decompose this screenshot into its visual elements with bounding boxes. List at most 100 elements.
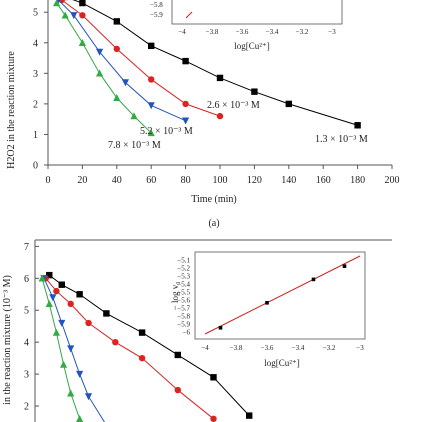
b-ytick-label: 2 <box>24 402 29 413</box>
a-data-point <box>113 45 121 53</box>
b-data-point <box>103 310 110 317</box>
inset-b-ylabel: − log v₀ <box>170 282 180 311</box>
a-ytick-label: 5 <box>33 8 38 19</box>
inset-b-xlabel: log[Cu²⁺] <box>264 358 299 368</box>
a-xtick-label: 20 <box>77 175 87 186</box>
a-xtick-label: 100 <box>213 175 228 186</box>
inset-a-ytick-2: −5.9 <box>150 11 163 19</box>
b-data-point <box>84 393 93 401</box>
inset-b-ytick-label: −5.6 <box>177 297 190 305</box>
a-xtick-label: 120 <box>247 175 262 186</box>
a-data-point <box>251 88 258 95</box>
b-data-point <box>246 412 253 419</box>
inset-b-ytick-label: −5.2 <box>177 265 190 273</box>
inset-b-data-point <box>311 277 316 282</box>
b-data-point <box>49 294 57 302</box>
a-xtick-label: 200 <box>385 175 400 186</box>
a-xtick-label: 60 <box>146 175 156 186</box>
panel-a-label: (a) <box>208 218 219 229</box>
b-ytick-label: 4 <box>24 338 29 349</box>
b-data-point <box>174 386 181 394</box>
b-data-point <box>112 338 119 346</box>
inset-b-data-point <box>218 325 223 330</box>
a-data-point <box>354 122 361 129</box>
inset-b-xtick-label: −3.6 <box>261 344 274 352</box>
label-1-3e-3-M: 1.3 × 10⁻³ M <box>315 134 368 145</box>
panel-a-inset: −5.8 −5.9 −4 −3.8 −3.6 −3.4 −3.2 −3 log[Cu²⁺] <box>150 0 343 51</box>
a-data-point <box>96 69 104 77</box>
inset-b-xtick-label: −3 <box>356 344 364 352</box>
inset-b-ytick-label: −5.9 <box>177 321 190 329</box>
b-data-point <box>210 415 217 422</box>
a-xtick-label: 80 <box>181 175 191 186</box>
a-data-point <box>78 38 86 46</box>
b-data-point <box>53 287 60 295</box>
inset-b-ytick-label: −5.8 <box>177 313 190 321</box>
b-data-point <box>67 389 75 397</box>
inset-b-ytick-label: −6 <box>183 329 191 337</box>
panel-b-inset: −5.1−5.2−5.3−5.4−5.5−5.6−5.7−5.8−5.9−6 −… <box>170 251 366 368</box>
panel-a-xlabel: Time (min) <box>191 194 236 205</box>
b-data-point <box>58 281 65 288</box>
label-2-6e-3-M: 2.6 × 10⁻³ M <box>207 100 260 111</box>
b-data-point <box>59 360 68 368</box>
b-data-point <box>76 415 84 422</box>
a-data-point <box>216 112 224 120</box>
a-ytick-label: 1 <box>33 130 38 141</box>
b-series-line-3 <box>41 278 81 419</box>
a-ytick-label: 4 <box>33 38 38 49</box>
inset-a-xtick-label: −3.2 <box>296 28 309 36</box>
b-data-point <box>52 328 61 336</box>
a-ytick-label: 3 <box>33 69 38 80</box>
inset-b-xtick-label: −3.4 <box>292 344 305 352</box>
b-ytick-label: 5 <box>24 306 29 317</box>
label-7-8e-3-M: 7.8 × 10⁻³ M <box>108 140 161 151</box>
inset-b-fit-line <box>204 255 361 335</box>
a-xtick-label: 140 <box>281 175 296 186</box>
b-ytick-label: 6 <box>24 274 29 285</box>
a-data-point <box>216 74 224 82</box>
a-data-point <box>61 11 69 19</box>
b-data-point <box>58 319 66 327</box>
inset-a-ytick-1: −5.8 <box>150 1 163 9</box>
inset-b-ytick-label: −5.5 <box>177 289 190 297</box>
a-data-point <box>113 93 121 101</box>
a-data-point <box>148 76 155 83</box>
b-data-point <box>76 291 83 298</box>
a-data-point <box>182 57 189 65</box>
inset-a-xlabel: log[Cu²⁺] <box>234 41 269 51</box>
b-data-point <box>76 370 84 378</box>
b-data-point <box>210 374 217 381</box>
panel-a: 0 20 40 60 80 100 120 140 160 180 200 0 1 2 3 4 5 H2O2 … <box>6 0 400 229</box>
label-5-2e-3-M: 5.2 × 10⁻³ M <box>140 126 193 137</box>
a-data-point <box>79 12 86 19</box>
a-data-point <box>79 0 86 7</box>
inset-b-ytick-label: −5.4 <box>177 281 190 289</box>
b-data-point <box>38 274 46 282</box>
a-data-point <box>53 0 61 7</box>
a-xtick-label: 40 <box>112 175 122 186</box>
a-xtick-label: 180 <box>350 175 365 186</box>
a-data-point <box>182 117 190 125</box>
inset-a-xtick-label: −3 <box>328 28 336 36</box>
b-data-point <box>46 271 53 279</box>
a-data-point <box>130 112 138 120</box>
inset-b-ytick-label: −5.3 <box>177 273 190 281</box>
a-data-point <box>147 129 155 137</box>
inset-b-ytick-label: −5.1 <box>177 257 190 265</box>
b-data-point <box>138 329 146 336</box>
a-data-point <box>182 100 189 108</box>
b-data-point <box>45 300 53 308</box>
inset-a-xtick-label: −3.6 <box>236 28 249 36</box>
b-data-point <box>67 300 74 308</box>
a-data-point <box>285 100 292 108</box>
inset-a-xtick-label: −3.8 <box>206 28 219 36</box>
inset-b-data-point <box>265 301 269 305</box>
b-data-point <box>174 351 181 359</box>
inset-b-xtick-label: −3.2 <box>323 344 336 352</box>
panel-b-ylabel: in the reaction mixture (10⁻³ M) <box>2 275 13 405</box>
b-ytick-label: 3 <box>24 370 29 381</box>
a-xtick-label: 160 <box>316 175 331 186</box>
